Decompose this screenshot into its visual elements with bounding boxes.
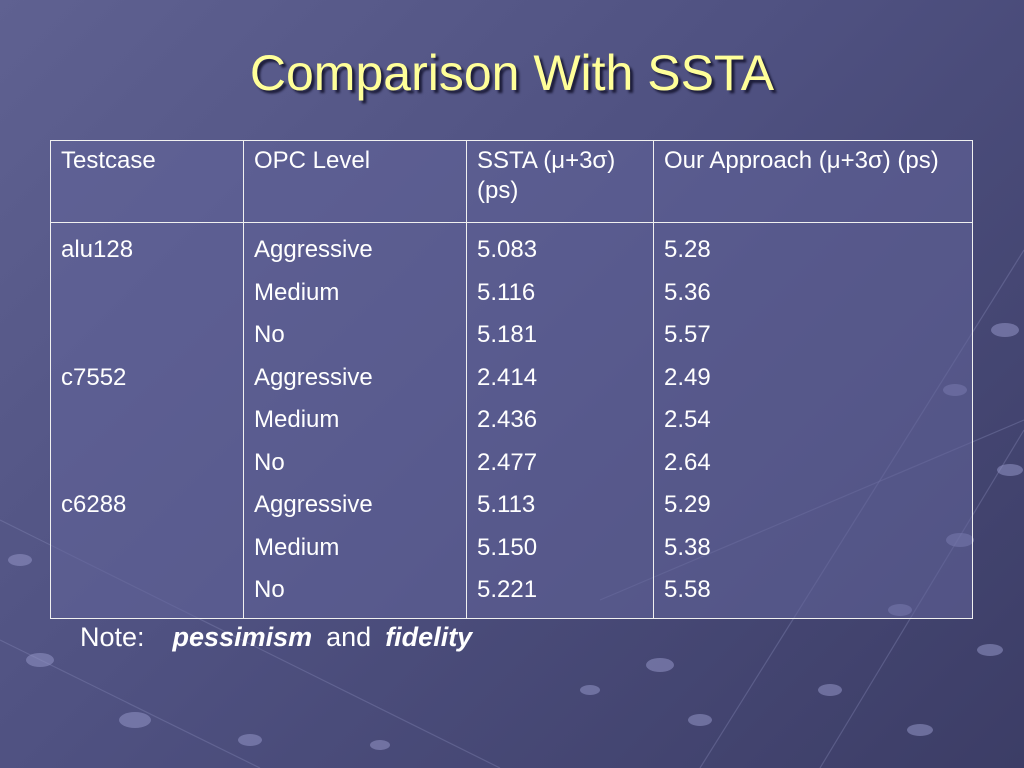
our-approach-cell: 5.36 bbox=[664, 278, 711, 306]
header-our-approach: Our Approach (μ+3σ) (ps) bbox=[653, 140, 973, 223]
our-approach-cell: 5.29 bbox=[664, 491, 711, 518]
our-approach-cell: 2.54 bbox=[664, 406, 711, 433]
our-approach-cell: 5.57 bbox=[664, 321, 711, 348]
testcase-cell bbox=[61, 442, 233, 485]
ssta-cell: 5.181 bbox=[477, 321, 538, 348]
opc-level-cell: No bbox=[254, 321, 285, 348]
opc-level-cell: No bbox=[254, 448, 285, 476]
opc-level-cell: Medium bbox=[254, 533, 340, 561]
note-line: Note: pessimism and fidelity bbox=[80, 622, 486, 653]
opc-level-cell: Aggressive bbox=[254, 491, 373, 518]
testcase-cell bbox=[61, 314, 233, 357]
header-opc-level: OPC Level bbox=[243, 140, 467, 223]
testcase-cell bbox=[61, 272, 233, 315]
testcase-cell: c6288 bbox=[61, 491, 127, 518]
note-label: Note: bbox=[80, 622, 145, 652]
our-approach-cell: 2.49 bbox=[664, 363, 711, 391]
note-and: and bbox=[326, 622, 372, 652]
opc-level-column: Aggressive Medium No Aggressive Medium N… bbox=[243, 222, 467, 619]
testcase-cell: c7552 bbox=[61, 363, 127, 391]
ssta-cell: 2.414 bbox=[477, 363, 538, 391]
ssta-cell: 5.221 bbox=[477, 576, 538, 603]
ssta-column: 5.083 5.116 5.181 2.414 2.436 2.477 5.11… bbox=[466, 222, 654, 619]
testcase-cell bbox=[61, 399, 233, 442]
note-pessimism: pessimism bbox=[172, 622, 313, 652]
opc-level-cell: Medium bbox=[254, 278, 340, 306]
ssta-cell: 5.150 bbox=[477, 533, 538, 561]
table-body: alu128 c7552 c6288 Aggressive Medium No … bbox=[50, 222, 973, 619]
ssta-cell: 5.113 bbox=[477, 491, 536, 518]
testcase-cell: alu128 bbox=[61, 236, 134, 263]
ssta-cell: 2.477 bbox=[477, 448, 538, 476]
comparison-table: Testcase OPC Level SSTA (μ+3σ) (ps) Our … bbox=[50, 140, 973, 619]
our-approach-cell: 2.64 bbox=[664, 448, 711, 476]
opc-level-cell: Medium bbox=[254, 406, 340, 433]
header-ssta: SSTA (μ+3σ) (ps) bbox=[466, 140, 654, 223]
table-header-row: Testcase OPC Level SSTA (μ+3σ) (ps) Our … bbox=[50, 140, 973, 223]
our-approach-cell: 5.58 bbox=[664, 576, 711, 603]
testcase-cell bbox=[61, 527, 233, 570]
our-approach-cell: 5.38 bbox=[664, 533, 711, 561]
testcase-cell bbox=[61, 569, 233, 612]
ssta-cell: 2.436 bbox=[477, 406, 538, 433]
opc-level-cell: Aggressive bbox=[254, 363, 373, 391]
ssta-cell: 5.116 bbox=[477, 278, 536, 306]
testcase-column: alu128 c7552 c6288 bbox=[50, 222, 244, 619]
note-fidelity: fidelity bbox=[385, 622, 473, 652]
opc-level-cell: No bbox=[254, 576, 285, 603]
header-testcase: Testcase bbox=[50, 140, 244, 223]
ssta-cell: 5.083 bbox=[477, 236, 538, 263]
our-approach-column: 5.28 5.36 5.57 2.49 2.54 2.64 5.29 5.38 … bbox=[653, 222, 973, 619]
opc-level-cell: Aggressive bbox=[254, 236, 373, 263]
slide-title: Comparison With SSTA bbox=[249, 45, 775, 101]
our-approach-cell: 5.28 bbox=[664, 236, 711, 263]
